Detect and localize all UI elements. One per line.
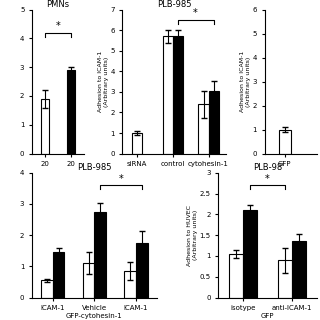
Bar bbox=[198, 104, 209, 154]
Text: *: * bbox=[265, 174, 270, 184]
Title: PMNs: PMNs bbox=[46, 0, 70, 9]
Y-axis label: Adhesion to ICAM-1
(Arbitrary units): Adhesion to ICAM-1 (Arbitrary units) bbox=[240, 51, 251, 112]
Bar bbox=[172, 36, 183, 154]
Bar bbox=[124, 271, 136, 298]
Bar bbox=[41, 99, 49, 154]
Bar bbox=[279, 130, 291, 154]
X-axis label: GFP: GFP bbox=[261, 313, 274, 319]
Bar bbox=[292, 241, 306, 298]
X-axis label: GFP-cytohesin-1: GFP-cytohesin-1 bbox=[66, 313, 123, 319]
Text: *: * bbox=[119, 174, 124, 184]
Bar bbox=[41, 280, 53, 298]
Title: PLB-985: PLB-985 bbox=[77, 163, 112, 172]
Bar bbox=[136, 243, 148, 298]
Bar bbox=[132, 133, 142, 154]
Y-axis label: Adhesion to HUVEC
(Arbitrary units): Adhesion to HUVEC (Arbitrary units) bbox=[187, 205, 198, 266]
Bar bbox=[163, 36, 172, 154]
Text: *: * bbox=[193, 8, 198, 18]
Text: *: * bbox=[56, 21, 60, 31]
Bar bbox=[67, 70, 75, 154]
Title: PLB-985: PLB-985 bbox=[157, 0, 192, 9]
Bar bbox=[278, 260, 292, 298]
Bar bbox=[83, 263, 94, 298]
Bar bbox=[209, 91, 219, 154]
Bar bbox=[243, 210, 257, 298]
Bar bbox=[94, 212, 106, 298]
Bar bbox=[53, 252, 64, 298]
Title: PLB-98: PLB-98 bbox=[253, 163, 282, 172]
Y-axis label: Adhesion to ICAM-1
(Arbitrary units): Adhesion to ICAM-1 (Arbitrary units) bbox=[98, 51, 109, 112]
Bar bbox=[229, 254, 243, 298]
